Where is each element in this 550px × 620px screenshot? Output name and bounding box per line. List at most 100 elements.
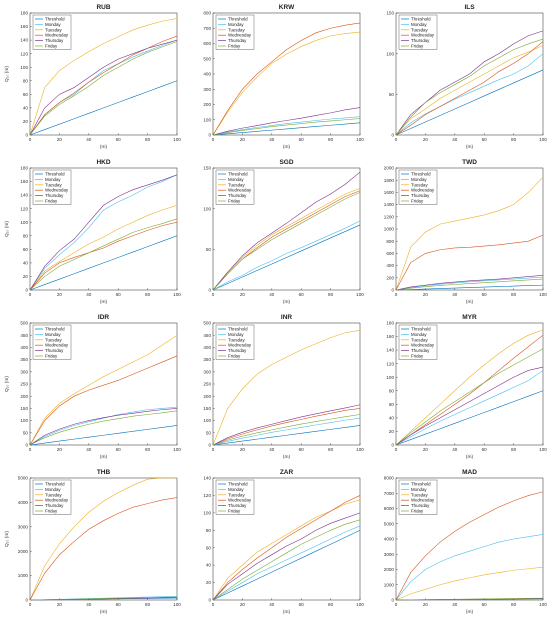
legend-entry: Tuesday [228,492,245,497]
series-line-tuesday [212,330,361,446]
y-tick-label: 7000 [384,491,395,496]
legend-entry: Tuesday [228,27,245,32]
series-line-wednesday [29,497,178,601]
y-tick-label: 20 [23,274,29,279]
legend-entry: Thursday [411,348,430,353]
legend-entry: Friday [45,199,58,204]
series-line-wednesday [395,41,544,136]
y-tick-label: 1800 [384,178,395,183]
legend-entry: Wednesday [45,188,69,193]
y-tick-label: 80 [206,528,212,533]
chart-title: MAD [462,469,477,476]
series-line-monday [212,116,361,136]
series-line-thursday [29,39,178,136]
series-line-threshold [212,530,361,601]
y-tick-label: 400 [386,263,394,268]
x-axis-label: (m) [283,454,291,460]
series-line-monday [212,220,361,291]
y-tick-label: 180 [20,166,28,171]
x-tick-label: 100 [539,447,547,452]
legend-entry: Tuesday [411,337,428,342]
chart-title: RUB [96,4,110,11]
legend-entry: Thursday [228,193,247,198]
legend-entry: Tuesday [411,27,428,32]
x-tick-label: 80 [145,447,151,452]
series-line-thursday [29,408,178,446]
series-line-monday [395,276,544,291]
x-tick-label: 80 [328,602,334,607]
y-tick-label: 0 [208,288,211,293]
legend-entry: Threshold [228,327,248,332]
y-tick-label: 500 [203,56,211,61]
legend-entry: Friday [411,199,424,204]
x-tick-label: 40 [86,137,92,142]
y-tick-label: 450 [20,333,28,338]
series-line-monday [29,174,178,291]
y-tick-label: 50 [206,430,212,435]
legend-entry: Friday [411,354,424,359]
series-line-wednesday [212,22,361,136]
chart-svg: RUB 0 20 40 60 80 100 0 20 40 60 80 100 120 140 160 180 (… [4,4,181,150]
x-tick-label: 0 [29,447,32,452]
legend-entry: Friday [45,354,58,359]
legend-entry: Wednesday [45,498,69,503]
legend-entry: Monday [45,487,61,492]
y-tick-label: 100 [203,510,211,515]
y-tick-label: 2000 [18,549,29,554]
y-tick-label: 100 [386,51,394,56]
legend-entry: Friday [228,199,241,204]
chart-svg: ZAR 0 20 40 60 80 100 0 20 40 60 80 100 120 140 (m) Thre… [203,469,364,615]
chart-panel-thb: THB 0 20 40 60 80 100 0 1000 2000 3000 4000 5000 (m) Q… [0,465,183,620]
x-tick-label: 100 [539,602,547,607]
x-axis-label: (m) [100,144,108,150]
legend-entry: Wednesday [228,343,252,348]
series-line-tuesday [395,176,544,291]
y-tick-label: 450 [203,333,211,338]
series-line-threshold [29,235,178,291]
series-line-thursday [212,404,361,446]
chart-svg: MYR 0 20 40 60 80 100 0 20 40 60 80 100 120 140 160 180 (… [386,314,547,460]
y-tick-label: 0 [391,598,394,603]
legend-entry: Threshold [411,482,431,487]
x-tick-label: 100 [356,447,364,452]
chart-panel-hkd: HKD 0 20 40 60 80 100 0 20 40 60 80 100 120 140 160 180 (… [0,155,183,310]
x-axis-label: (m) [466,144,474,150]
series-line-threshold [395,390,544,446]
legend-entry: Tuesday [228,337,245,342]
legend-entry: Wednesday [228,188,252,193]
y-tick-label: 140 [20,193,28,198]
y-tick-label: 80 [23,233,29,238]
legend-box [32,479,72,515]
x-tick-label: 60 [482,137,488,142]
series-line-threshold [29,425,178,446]
y-tick-label: 180 [20,11,28,16]
y-tick-label: 0 [208,598,211,603]
y-tick-label: 200 [203,394,211,399]
legend-entry: Thursday [228,348,247,353]
x-tick-label: 80 [328,137,334,142]
chart-panel-sgd: SGD 0 20 40 60 80 100 0 50 100 150 (m) Threshold Mond… [183,155,366,310]
y-tick-label: 1000 [384,227,395,232]
y-tick-label: 150 [20,406,28,411]
legend-entry: Threshold [45,327,65,332]
legend-box [32,14,72,50]
y-tick-label: 500 [20,321,28,326]
legend-entry: Monday [45,177,61,182]
y-tick-label: 150 [386,11,394,16]
y-tick-label: 50 [389,92,395,97]
x-tick-label: 60 [482,602,488,607]
chart-svg: KRW 0 20 40 60 80 100 0 100 200 300 400 500 600 700 800… [203,4,364,150]
legend-entry: Threshold [45,482,65,487]
y-tick-label: 40 [206,563,212,568]
series-line-thursday [212,512,361,601]
x-tick-label: 100 [539,292,547,297]
legend-box [398,169,438,205]
series-line-monday [29,406,178,446]
series-line-tuesday [212,499,361,601]
y-tick-label: 1400 [384,202,395,207]
chart-panel-zar: ZAR 0 20 40 60 80 100 0 20 40 60 80 100 120 140 (m) Thre… [183,465,366,620]
legend-entry: Monday [411,332,427,337]
x-axis-label: (m) [100,609,108,615]
legend-entry: Threshold [45,17,65,22]
